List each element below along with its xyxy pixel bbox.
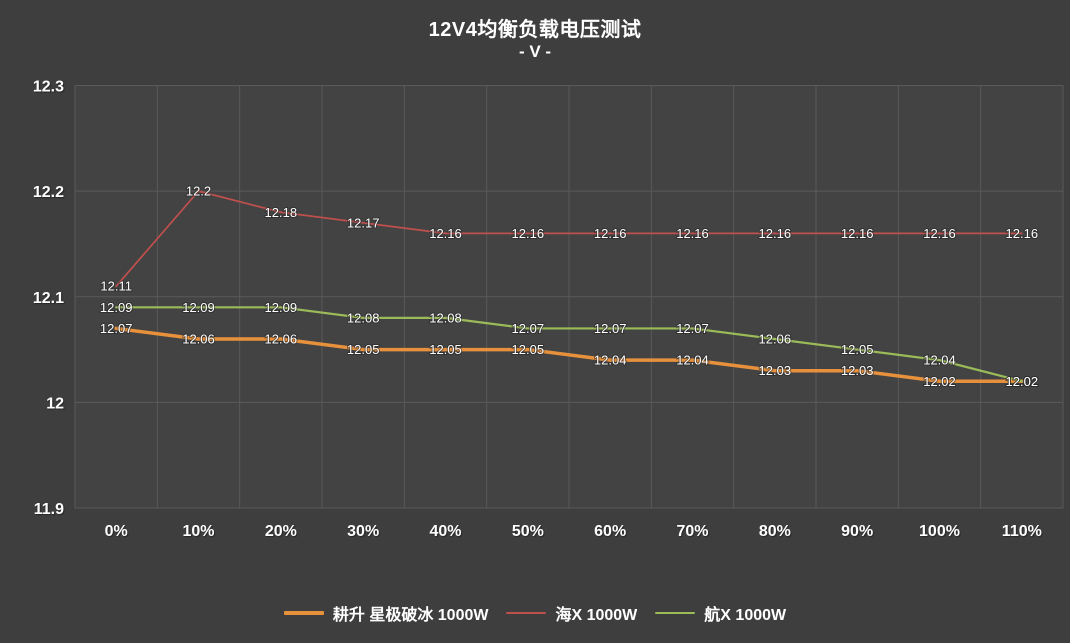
x-tick-label: 110% bbox=[1002, 523, 1042, 540]
legend: 耕升 星极破冰 1000W 海X 1000W 航X 1000W bbox=[0, 601, 1070, 625]
legend-label: 航X 1000W bbox=[704, 607, 787, 624]
series-labels-0: 12.07 12.06 12.06 12.05 12.05 12.05 12.04 12.04… bbox=[99, 320, 1039, 390]
data-label: 12.16 bbox=[512, 226, 545, 241]
x-tick-label: 30% bbox=[347, 523, 379, 540]
data-label: 12.02 bbox=[1006, 374, 1039, 389]
data-label: 12.05 bbox=[841, 342, 874, 357]
x-tick-label: 90% bbox=[841, 523, 873, 540]
y-tick-label: 12.2 bbox=[33, 184, 64, 201]
x-tick-label: 40% bbox=[429, 523, 461, 540]
data-label: 12.18 bbox=[265, 205, 298, 220]
x-tick-label: 100% bbox=[919, 523, 960, 540]
data-label: 12.16 bbox=[841, 226, 874, 241]
x-tick-label: 0% bbox=[105, 523, 128, 540]
series-line-1 bbox=[115, 190, 1023, 288]
data-label: 12.08 bbox=[347, 310, 380, 325]
data-label: 12.07 bbox=[676, 321, 709, 336]
data-label: 12.07 bbox=[512, 321, 545, 336]
data-label: 12.04 bbox=[923, 353, 956, 368]
legend-swatch-orange bbox=[283, 611, 324, 615]
data-label: 12.05 bbox=[429, 342, 462, 357]
data-label: 12.16 bbox=[923, 226, 956, 241]
data-label: 12.09 bbox=[100, 300, 133, 315]
data-label: 12.08 bbox=[429, 310, 462, 325]
legend-swatch-green bbox=[655, 612, 696, 614]
data-label: 12.11 bbox=[100, 279, 132, 294]
chart-subtitle: - V - bbox=[518, 42, 552, 61]
y-tick-label: 11.9 bbox=[34, 501, 64, 518]
x-tick-label: 10% bbox=[182, 523, 214, 540]
legend-item-hangx: 航X 1000W bbox=[655, 601, 786, 625]
data-label: 12.07 bbox=[594, 321, 627, 336]
legend-swatch-red bbox=[506, 612, 547, 614]
series-labels-1: 12.11 12.2 12.18 12.17 12.16 12.16 12.16 12.16 1… bbox=[99, 183, 1039, 295]
x-axis-labels: 0% 10% 20% 30% 40% 50% 60% 70% 80% 90% 100% 110% bbox=[105, 523, 1042, 540]
data-label: 12.16 bbox=[759, 226, 792, 241]
y-tick-label: 12.1 bbox=[33, 290, 64, 307]
data-label: 12.06 bbox=[182, 332, 215, 347]
data-label: 12.03 bbox=[759, 363, 792, 378]
data-label: 12.07 bbox=[100, 321, 133, 336]
data-label: 12.16 bbox=[594, 226, 627, 241]
chart-title: 12V4均衡负载电压测试 bbox=[428, 19, 642, 41]
data-label: 12.02 bbox=[1006, 374, 1039, 389]
data-label: 12.16 bbox=[676, 226, 709, 241]
series-line-2 bbox=[115, 306, 1023, 383]
data-label: 12.16 bbox=[1006, 226, 1039, 241]
x-tick-label: 80% bbox=[759, 523, 791, 540]
data-label: 12.02 bbox=[923, 374, 956, 389]
data-label: 12.04 bbox=[594, 353, 627, 368]
series-line-0 bbox=[114, 326, 1024, 383]
x-tick-label: 70% bbox=[676, 523, 708, 540]
data-label: 12.2 bbox=[186, 184, 211, 199]
legend-item-gengsheng: 耕升 星极破冰 1000W bbox=[283, 601, 489, 625]
legend-label: 耕升 星极破冰 1000W bbox=[332, 607, 489, 624]
gridlines bbox=[74, 85, 1064, 509]
y-tick-label: 12.3 bbox=[33, 79, 64, 96]
data-label: 12.09 bbox=[182, 300, 215, 315]
data-label: 12.05 bbox=[347, 342, 380, 357]
data-label: 12.06 bbox=[759, 332, 792, 347]
y-tick-label: 12 bbox=[46, 395, 64, 412]
data-label: 12.16 bbox=[429, 226, 462, 241]
data-label: 12.05 bbox=[512, 342, 545, 357]
x-tick-label: 60% bbox=[594, 523, 626, 540]
legend-item-haix: 海X 1000W bbox=[506, 601, 637, 625]
x-tick-label: 50% bbox=[512, 523, 544, 540]
x-tick-label: 20% bbox=[265, 523, 297, 540]
y-axis-labels: 12.3 12.2 12.1 12 11.9 bbox=[33, 79, 64, 519]
data-label: 12.03 bbox=[841, 363, 874, 378]
data-label: 12.17 bbox=[347, 215, 380, 230]
data-label: 12.06 bbox=[265, 332, 298, 347]
data-label: 12.04 bbox=[676, 353, 709, 368]
data-label: 12.09 bbox=[265, 300, 298, 315]
legend-label: 海X 1000W bbox=[555, 607, 638, 624]
